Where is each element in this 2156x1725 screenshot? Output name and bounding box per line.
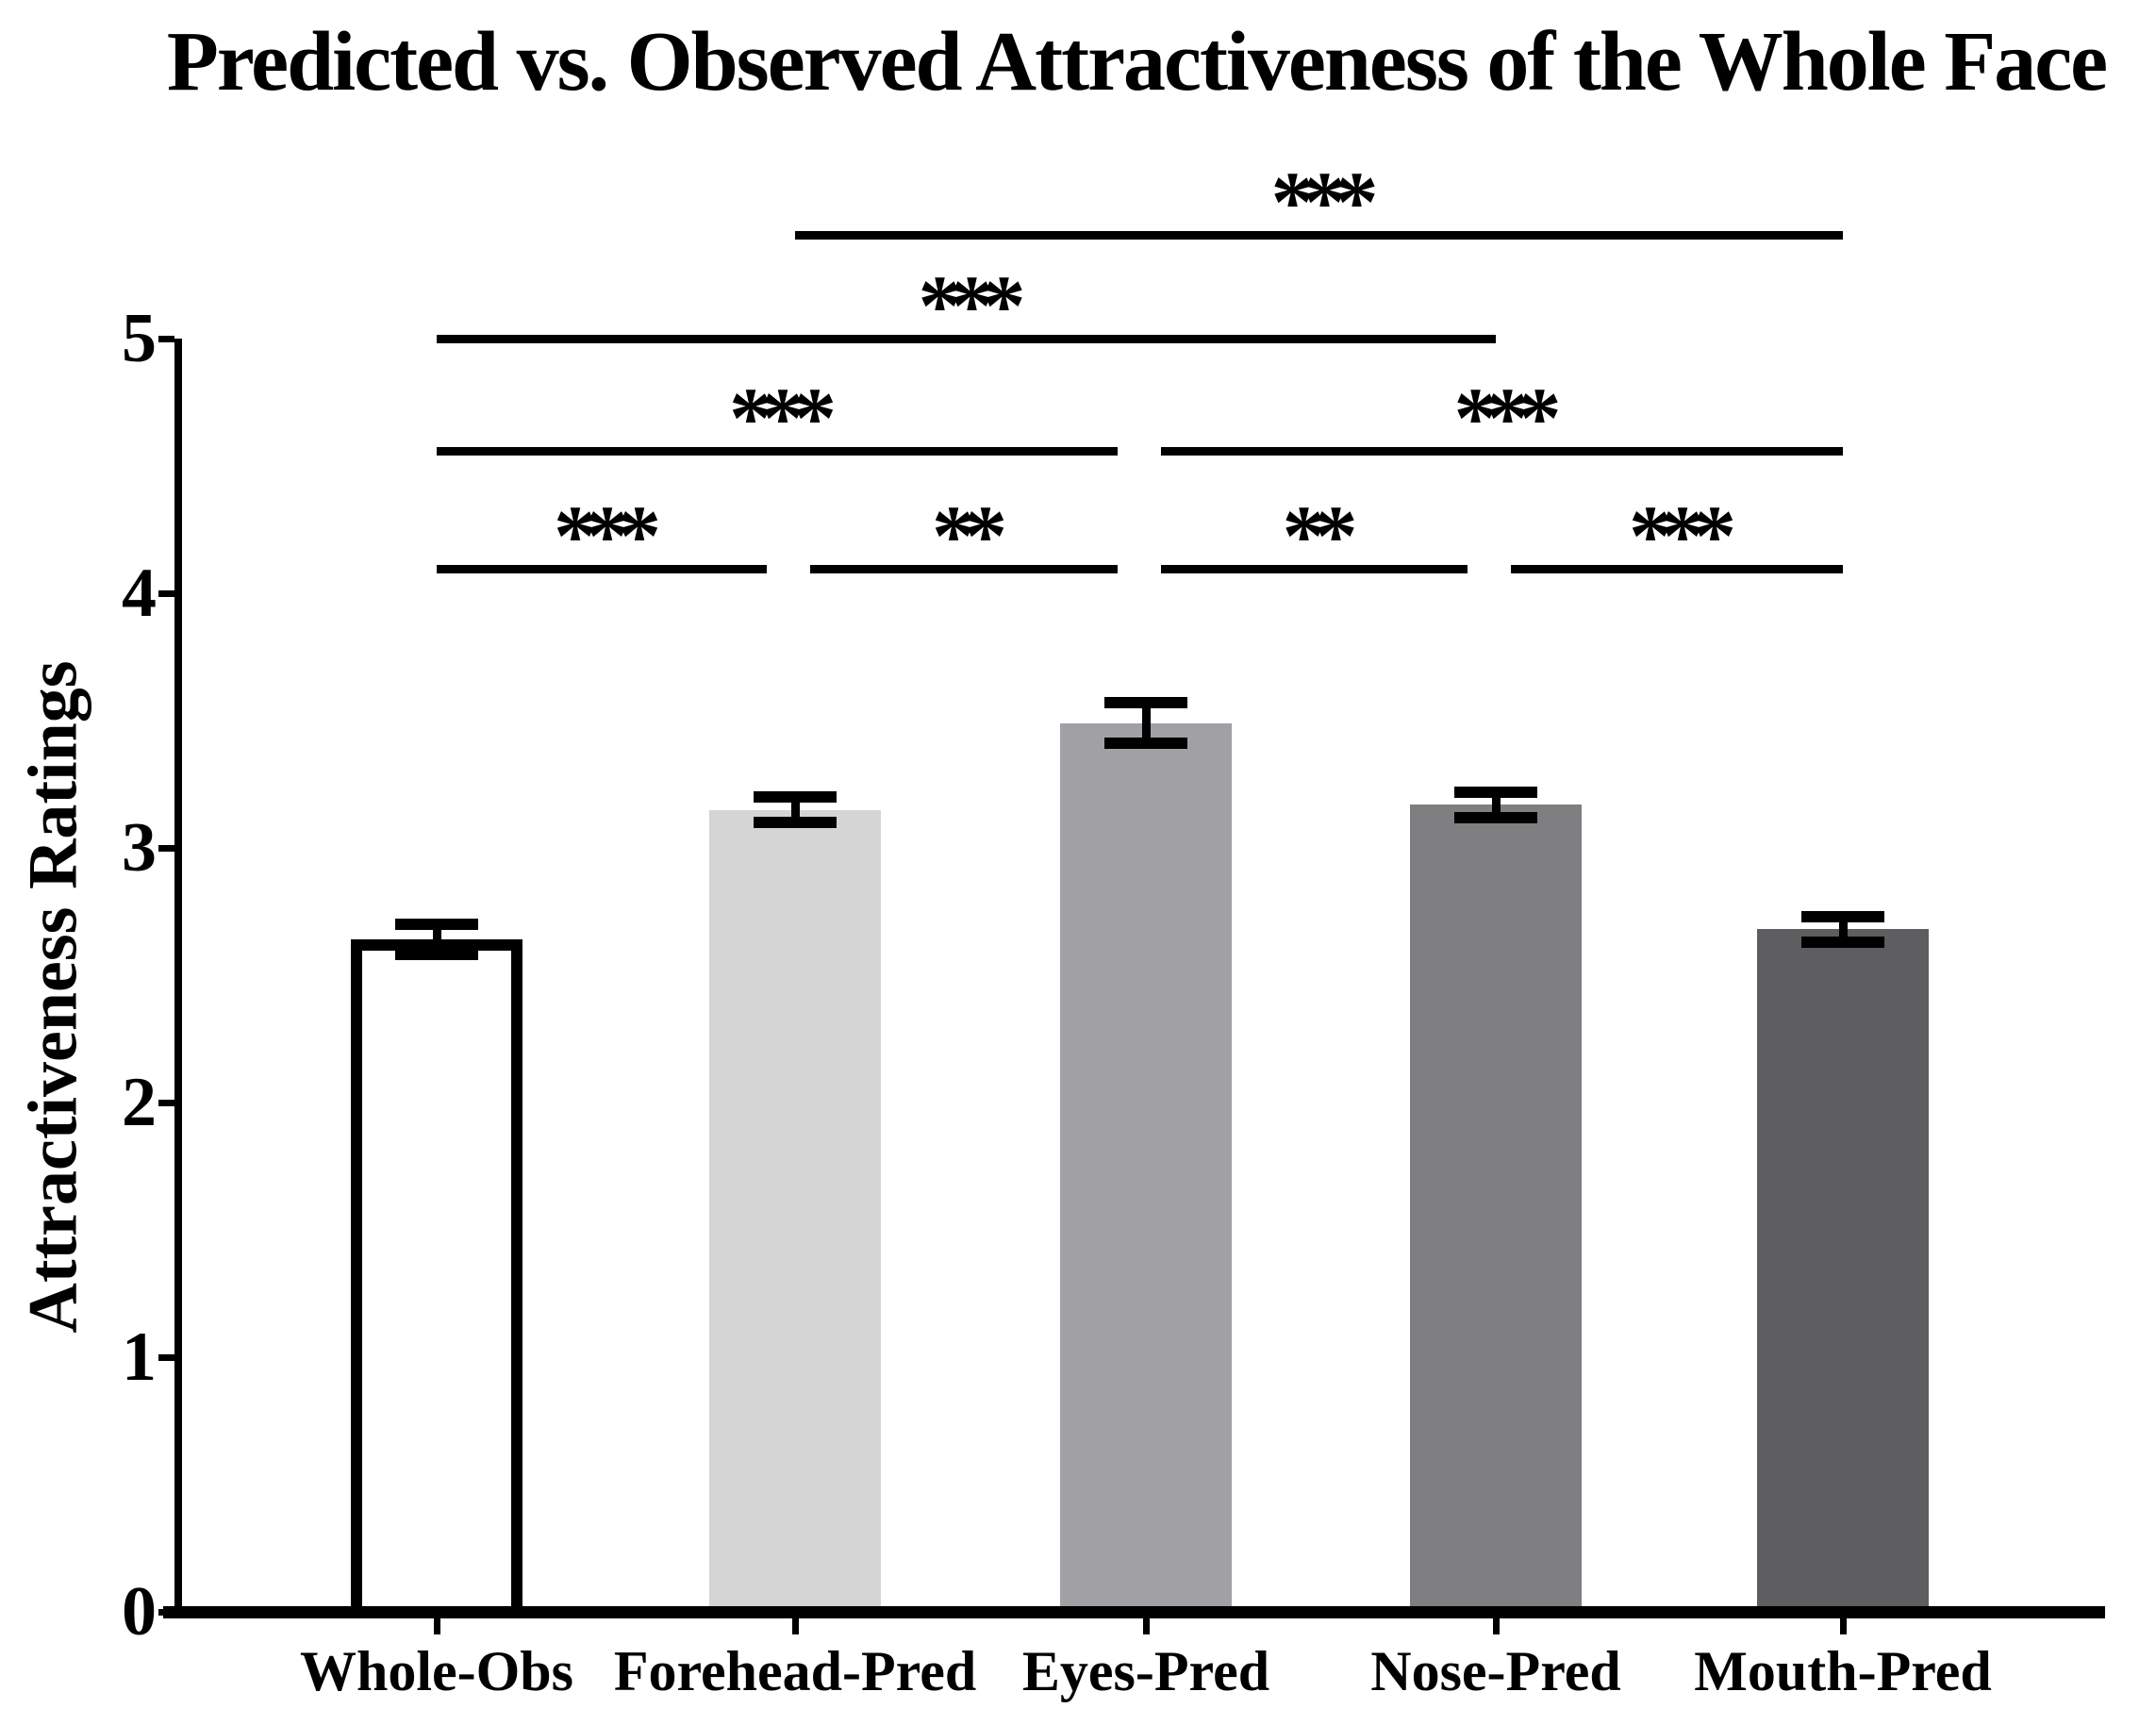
error-bar-cap-top: [1104, 697, 1187, 709]
significance-bracket: [437, 446, 1118, 456]
x-tick: [1839, 1617, 1847, 1634]
y-tick: [158, 589, 174, 597]
y-tick-label: 0: [122, 1573, 157, 1650]
x-tick: [1492, 1617, 1500, 1634]
y-axis-label: Attractiveness Ratings: [14, 660, 92, 1334]
error-bar-cap-top: [1801, 910, 1884, 922]
significance-stars: ***: [1453, 370, 1562, 466]
bar: [1410, 804, 1582, 1617]
significance-bracket: [810, 564, 1118, 573]
bar: [1060, 722, 1232, 1617]
y-tick: [158, 844, 174, 852]
x-tick: [791, 1617, 799, 1634]
x-axis-line: [163, 1605, 2105, 1618]
error-bar-cap-top: [395, 919, 478, 930]
chart-title: Predicted vs. Observed Attractiveness of…: [166, 15, 2108, 108]
significance-bracket: [795, 230, 1843, 240]
y-tick-label: 4: [122, 555, 157, 632]
x-tick: [1142, 1617, 1150, 1634]
significance-stars: ***: [729, 370, 837, 466]
error-bar-stem: [1838, 916, 1848, 942]
bar: [709, 809, 881, 1617]
x-axis-category-label: Mouth-Pred: [1694, 1640, 1992, 1702]
x-axis-category-label: Eyes-Pred: [1021, 1640, 1270, 1702]
error-bar-cap-bottom: [1454, 811, 1537, 823]
bar: [1757, 929, 1929, 1617]
x-axis-category-label: Whole-Obs: [299, 1640, 574, 1702]
y-tick-label: 2: [122, 1064, 157, 1141]
error-bar-cap-bottom: [1104, 738, 1187, 750]
y-tick-label: 5: [122, 300, 157, 377]
significance-stars: ***: [554, 488, 661, 584]
error-bar-stem: [1491, 791, 1501, 818]
significance-bracket: [1511, 564, 1843, 573]
error-bar-stem: [790, 797, 800, 822]
error-bar-stem: [1141, 703, 1151, 744]
error-bar-cap-top: [754, 791, 837, 803]
y-tick: [158, 335, 174, 342]
bar: [351, 939, 522, 1617]
y-tick-label: 1: [122, 1319, 157, 1396]
error-bar-cap-bottom: [754, 817, 837, 828]
error-bar-cap-bottom: [395, 949, 478, 961]
error-bar-cap-bottom: [1801, 936, 1884, 948]
significance-bracket: [437, 334, 1496, 343]
y-tick: [158, 1099, 174, 1106]
x-axis-category-label: Nose-Pred: [1370, 1640, 1621, 1702]
significance-stars: ***: [1629, 488, 1736, 584]
significance-stars: **: [1282, 488, 1358, 584]
significance-stars: **: [932, 488, 1007, 584]
y-tick-label: 3: [122, 809, 157, 887]
y-tick: [158, 1353, 174, 1361]
error-bar-cap-top: [1454, 786, 1537, 798]
error-bar-stem: [432, 924, 441, 955]
significance-bracket: [437, 564, 767, 573]
y-axis-spine: [174, 339, 182, 1612]
significance-bracket: [1161, 564, 1468, 573]
significance-bracket: [1161, 446, 1843, 456]
significance-stars: ***: [1270, 154, 1379, 250]
x-tick: [433, 1617, 440, 1634]
x-axis-category-label: Forehead-Pred: [613, 1640, 977, 1702]
significance-stars: ***: [918, 257, 1026, 354]
